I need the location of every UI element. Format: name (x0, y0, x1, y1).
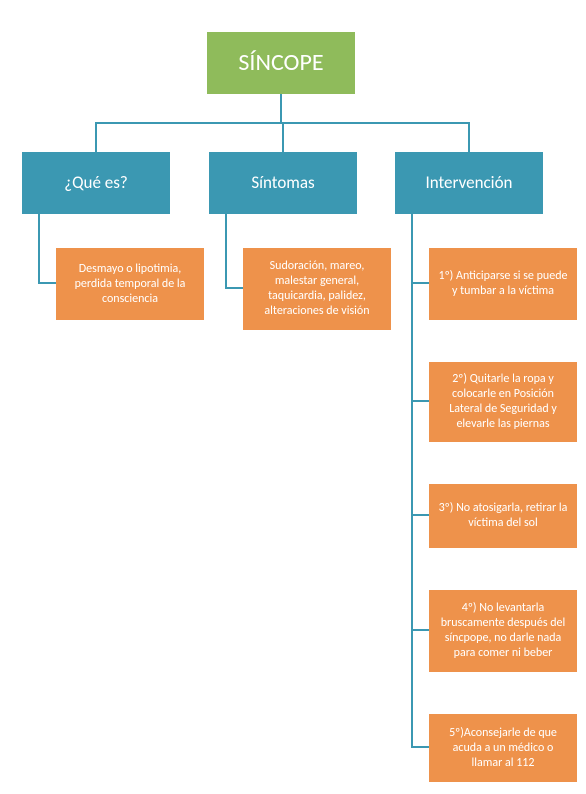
drop-2 (468, 122, 470, 152)
leaf-node: 5º)Aconsejarle de que acuda a un médico … (429, 714, 577, 782)
root-down-stem (280, 94, 282, 122)
drop-0 (95, 122, 97, 152)
leaf-node: 1º) Anticiparse si se puede y tumbar a l… (429, 248, 577, 320)
drop-1 (282, 122, 284, 152)
leaf-node: Desmayo o lipotimia, perdida temporal de… (56, 248, 204, 320)
level1-node: Intervención (395, 152, 543, 214)
level1-node: Síntomas (209, 152, 357, 214)
root-node: SÍNCOPE (207, 32, 355, 94)
leaf-conn (411, 214, 429, 748)
leaf-conn (38, 214, 56, 284)
level1-node: ¿Qué es? (22, 152, 170, 214)
leaf-node: 3º) No atosigarla, retirar la víctima de… (429, 484, 577, 548)
leaf-node: 4º) No levantarla bruscamente después de… (429, 590, 577, 672)
leaf-node: 2º) Quitarle la ropa y colocarle en Posi… (429, 362, 577, 442)
leaf-node: Sudoración, mareo, malestar general, taq… (243, 248, 391, 330)
leaf-conn (225, 214, 243, 289)
